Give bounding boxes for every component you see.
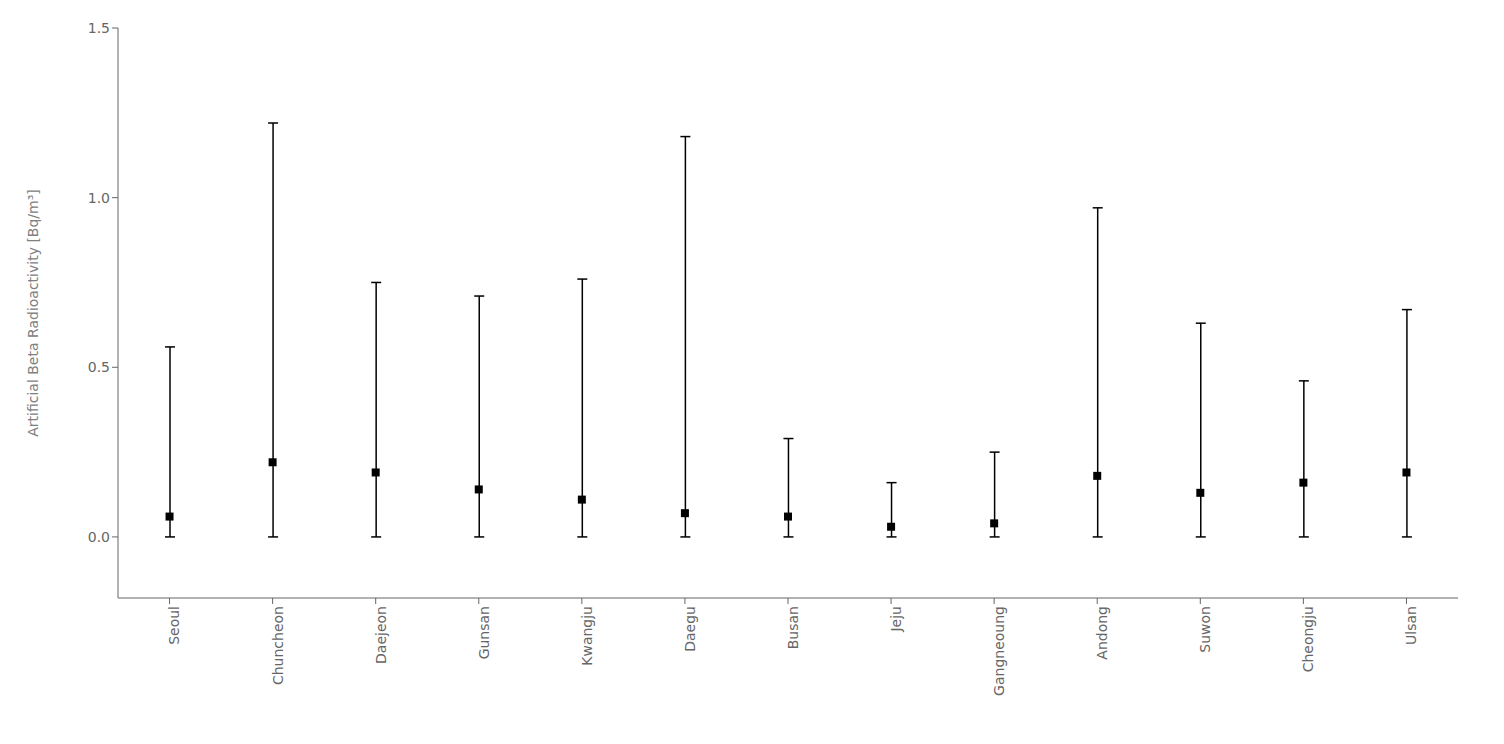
svg-text:Chuncheon: Chuncheon xyxy=(270,606,286,685)
svg-text:Ulsan: Ulsan xyxy=(1403,606,1419,645)
svg-text:0.0: 0.0 xyxy=(88,529,110,545)
svg-text:1.0: 1.0 xyxy=(88,190,110,206)
svg-text:Cheongju: Cheongju xyxy=(1300,606,1316,672)
svg-text:Jeju: Jeju xyxy=(888,606,904,633)
svg-text:Gangneoung: Gangneoung xyxy=(991,606,1007,696)
svg-text:Kwangju: Kwangju xyxy=(579,606,595,666)
svg-text:Seoul: Seoul xyxy=(166,606,182,645)
svg-text:0.5: 0.5 xyxy=(88,359,110,375)
svg-text:Andong: Andong xyxy=(1094,606,1110,660)
svg-text:Gunsan: Gunsan xyxy=(476,606,492,659)
svg-text:Suwon: Suwon xyxy=(1197,606,1213,653)
svg-text:Daejeon: Daejeon xyxy=(373,606,389,664)
svg-text:Busan: Busan xyxy=(785,606,801,649)
svg-text:Artificial Beta Radioactivity: Artificial Beta Radioactivity [Bq/m³] xyxy=(25,189,41,437)
svg-text:Daegu: Daegu xyxy=(682,606,698,652)
svg-text:1.5: 1.5 xyxy=(88,20,110,36)
